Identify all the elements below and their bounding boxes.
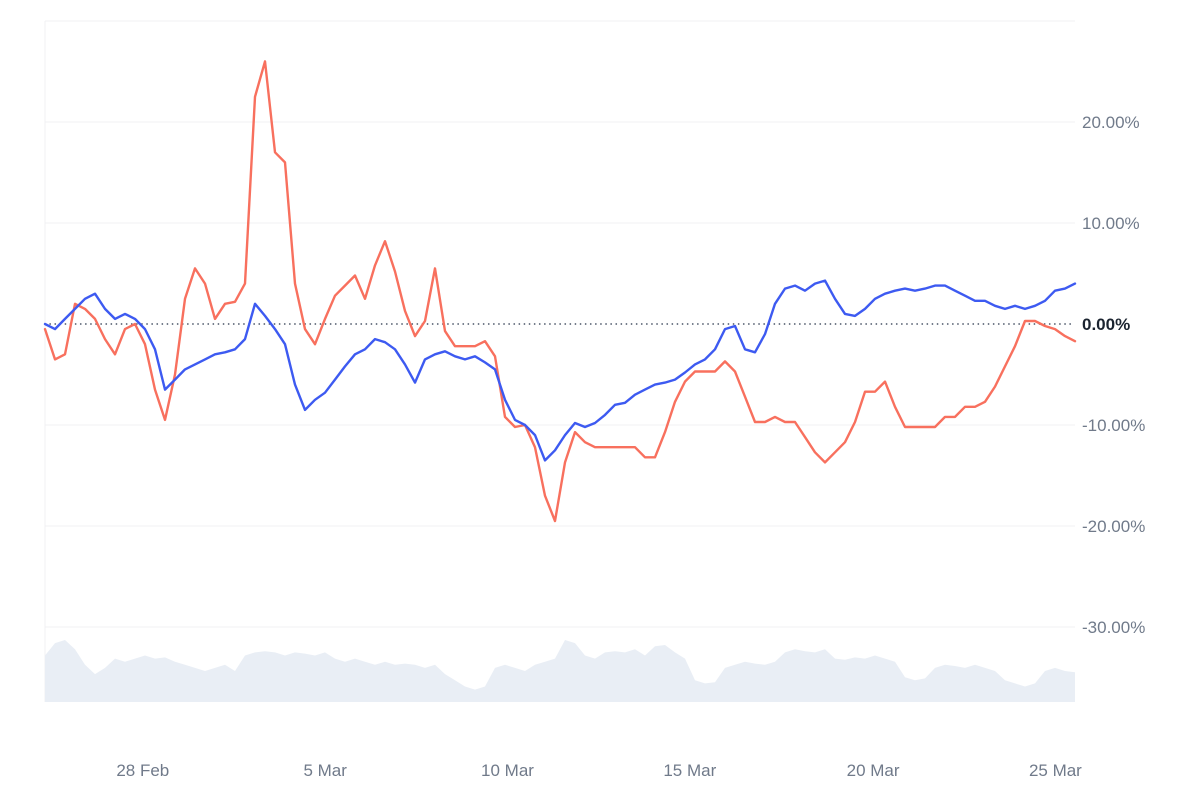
x-tick-label: 25 Mar [1029,761,1082,780]
y-tick-label: 20.00% [1082,113,1140,132]
x-axis-labels: 28 Feb 5 Mar 10 Mar 15 Mar 20 Mar 25 Mar [116,761,1082,780]
y-tick-label: -30.00% [1082,618,1145,637]
y-tick-label: -20.00% [1082,517,1145,536]
y-tick-label: 0.00% [1082,315,1130,334]
x-tick-label: 28 Feb [116,761,169,780]
x-tick-label: 10 Mar [481,761,534,780]
x-tick-label: 5 Mar [303,761,347,780]
y-axis-labels: 20.00% 10.00% 0.00% -10.00% -20.00% -30.00% [1082,113,1145,637]
y-tick-label: 10.00% [1082,214,1140,233]
y-tick-label: -10.00% [1082,416,1145,435]
volume-area [45,640,1075,702]
x-tick-label: 20 Mar [847,761,900,780]
price-line-red[interactable] [43,60,1077,523]
price-line-blue[interactable] [43,279,1077,462]
x-tick-label: 15 Mar [663,761,716,780]
volume-silhouette [45,640,1075,702]
price-lines[interactable] [43,60,1077,523]
